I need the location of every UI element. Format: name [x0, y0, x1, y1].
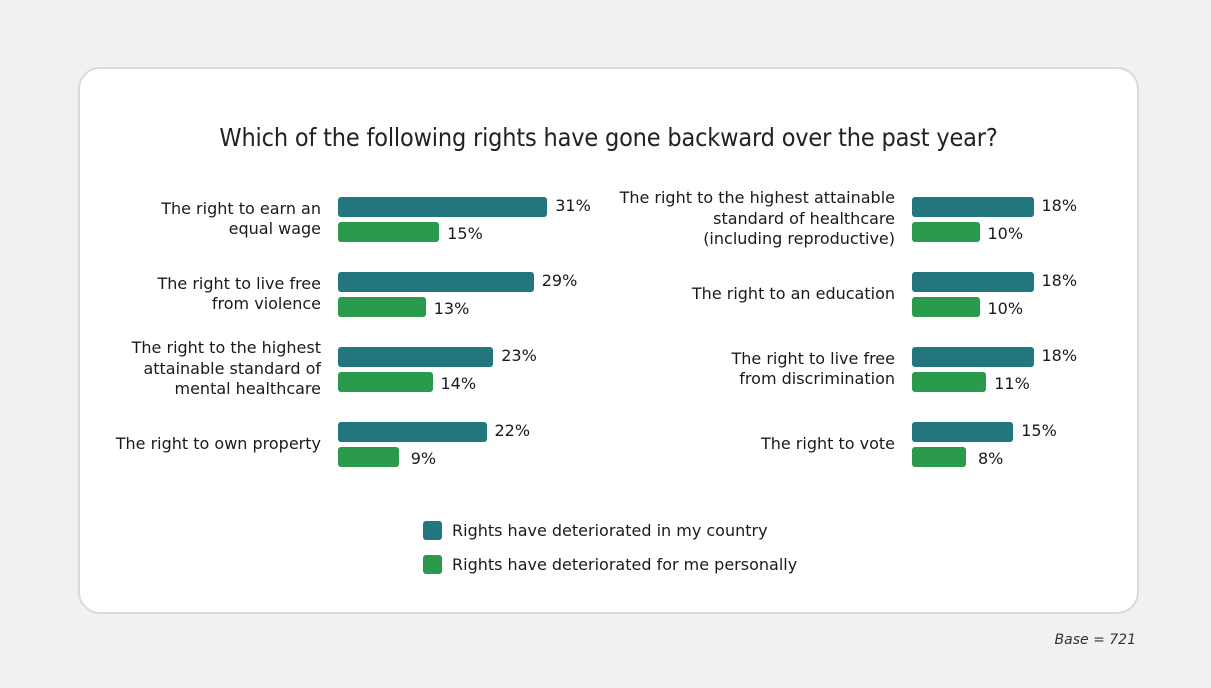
- value-label-personal: 15%: [447, 224, 483, 243]
- category-label-line: The right to vote: [760, 433, 895, 453]
- category-label-line: mental healthcare: [174, 379, 322, 399]
- value-label-country: 18%: [1041, 196, 1078, 215]
- category-label-line: The right to the highest attainable: [619, 188, 895, 208]
- category-label-line: The right to an education: [691, 283, 895, 303]
- bar-personal: [912, 447, 966, 467]
- category-label: The right to own property: [116, 434, 321, 455]
- chart-card: Which of the following rights have gone …: [78, 67, 1139, 614]
- value-label-country: 18%: [1041, 346, 1078, 365]
- value-label-personal: 10%: [987, 224, 1024, 243]
- value-label-personal: 13%: [433, 299, 470, 318]
- category-label-line: standard of healthcare: [713, 208, 895, 228]
- bar-personal: [338, 447, 399, 467]
- category-label-line: The right to live free: [157, 273, 321, 293]
- value-label-country: 29%: [541, 271, 578, 290]
- bar-personal: [338, 222, 440, 242]
- bar-personal: [338, 297, 426, 317]
- bar-personal: [912, 372, 987, 392]
- value-label-country: 23%: [501, 346, 537, 365]
- category-label-line: The right to the highest: [131, 338, 321, 358]
- bar-country: [338, 197, 548, 217]
- legend-label-country: Rights have deteriorated in my country: [452, 520, 768, 540]
- legend-item-personal: Rights have deteriorated for me personal…: [423, 547, 797, 581]
- legend-item-country: Rights have deteriorated in my country: [423, 513, 797, 547]
- chart-title: Which of the following rights have gone …: [219, 123, 998, 152]
- bar-personal: [338, 372, 433, 392]
- value-label-personal: 8%: [978, 449, 1004, 468]
- legend-label-personal: Rights have deteriorated for me personal…: [452, 554, 798, 574]
- value-label-country: 22%: [494, 421, 531, 440]
- category-label: The right to earn an equal wage: [161, 199, 321, 240]
- category-label-line: equal wage: [228, 219, 321, 238]
- bar-country: [338, 272, 534, 292]
- bar-country: [912, 347, 1034, 367]
- bar-country: [338, 347, 494, 367]
- base-footnote: Base = 721: [1054, 632, 1136, 648]
- value-label-personal: 9%: [410, 449, 437, 468]
- value-label-personal: 11%: [994, 374, 1030, 393]
- value-label-country: 18%: [1041, 271, 1078, 290]
- category-label: The right to live free from discriminatio…: [731, 349, 895, 390]
- category-label-line: attainable standard of: [143, 358, 321, 378]
- legend: Rights have deteriorated in my country R…: [423, 513, 797, 581]
- bar-country: [912, 272, 1034, 292]
- value-label-personal: 14%: [440, 374, 477, 393]
- category-label-line: The right to live free: [731, 348, 895, 368]
- value-label-country: 31%: [555, 196, 591, 215]
- bar-personal: [912, 297, 980, 317]
- bar-personal: [912, 222, 980, 242]
- category-label: The right to vote: [761, 434, 895, 455]
- bar-country: [912, 422, 1014, 442]
- category-label-line: The right to own property: [115, 433, 321, 453]
- value-label-personal: 10%: [987, 299, 1024, 318]
- bar-country: [338, 422, 487, 442]
- category-label: The right to the highest attainable stand…: [620, 188, 895, 250]
- legend-swatch-personal: [423, 554, 442, 574]
- category-label-line: from discrimination: [739, 369, 895, 388]
- category-label: The right to the highest attainable stand…: [132, 338, 321, 400]
- category-label-line: from violence: [211, 294, 321, 313]
- bar-country: [912, 197, 1034, 217]
- value-label-country: 15%: [1021, 421, 1057, 440]
- legend-swatch-country: [423, 520, 442, 540]
- category-label-line: (including reproductive): [703, 229, 895, 249]
- category-label: The right to live free from violence: [157, 274, 321, 315]
- category-label: The right to an education: [692, 284, 895, 305]
- category-label-line: The right to earn an: [161, 198, 321, 218]
